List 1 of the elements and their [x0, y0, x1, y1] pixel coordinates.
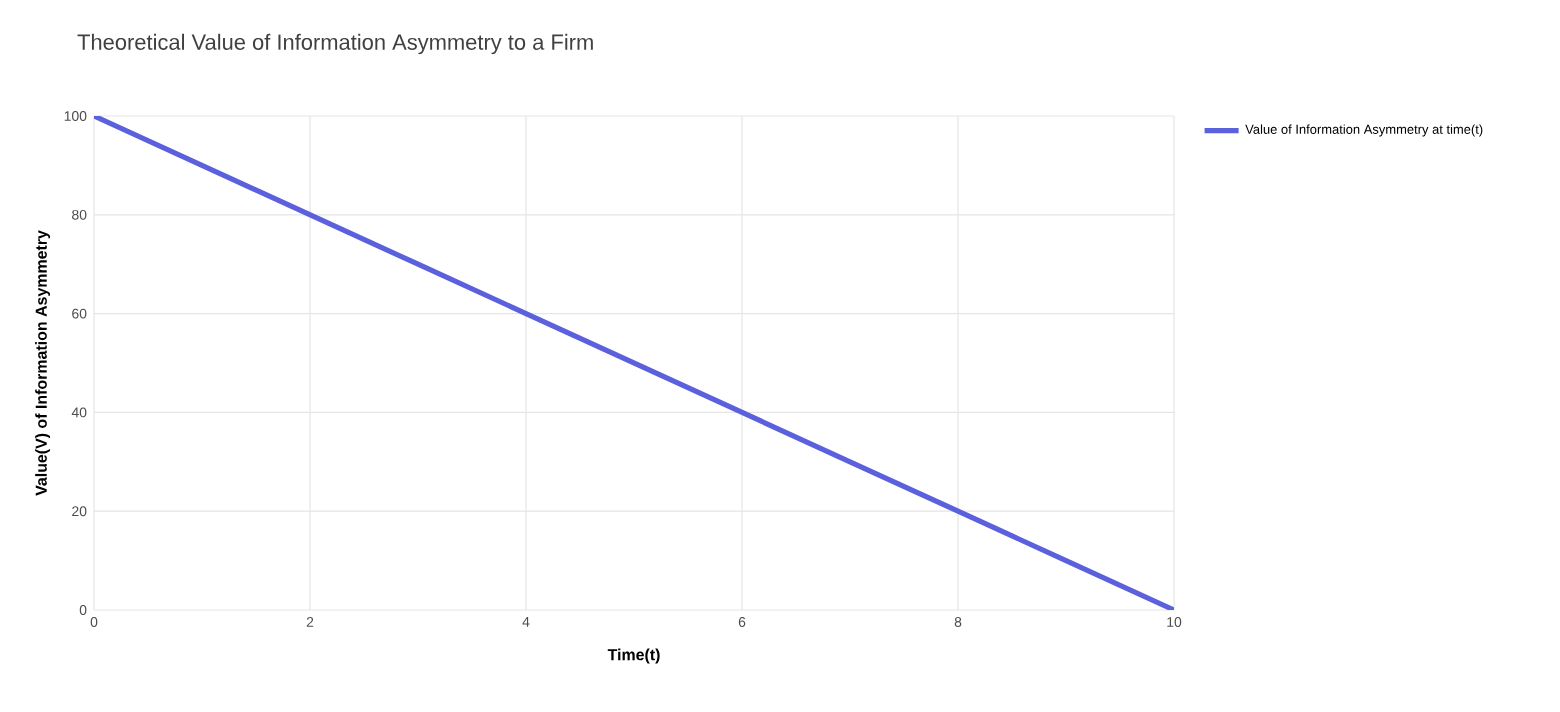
chart-title: Theoretical Value of Information Asymmetry to a Firm — [77, 33, 593, 55]
